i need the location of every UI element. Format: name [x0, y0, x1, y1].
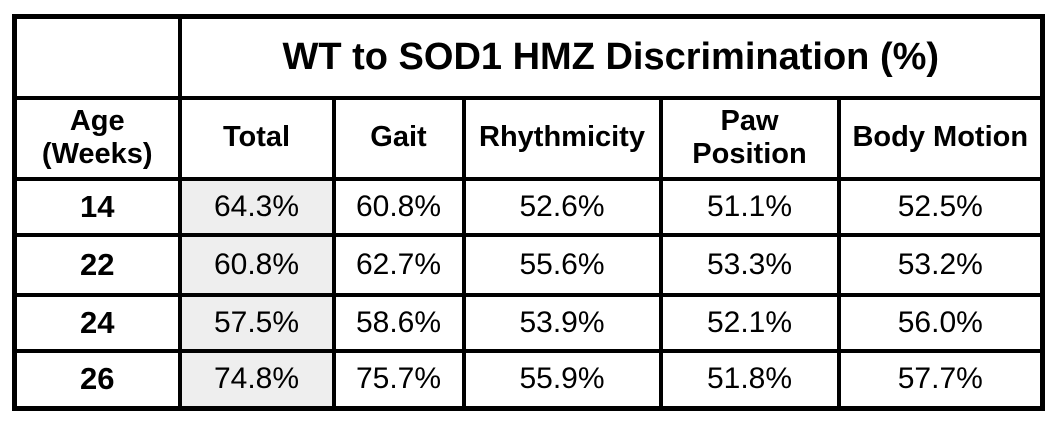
body-motion-value-cell: 57.7%	[836, 348, 1045, 411]
age-cell: 26	[12, 348, 182, 411]
col-header-age-weeks: Age (Weeks)	[12, 95, 182, 181]
age-cell: 24	[12, 292, 182, 353]
age-cell: 14	[12, 176, 182, 237]
total-value-cell: 60.8%	[177, 232, 336, 297]
paw-position-value-cell: 52.1%	[658, 292, 841, 353]
rhythmicity-value-cell: 55.9%	[461, 348, 663, 411]
paw-position-value-cell: 53.3%	[658, 232, 841, 297]
gait-value-cell: 62.7%	[331, 232, 466, 297]
table-row-age-24: 24 57.5% 58.6% 53.9% 52.1% 56.0%	[12, 292, 1045, 353]
rhythmicity-value-cell: 55.6%	[461, 232, 663, 297]
table-row-age-14: 14 64.3% 60.8% 52.6% 51.1% 52.5%	[12, 176, 1045, 237]
discrimination-table: WT to SOD1 HMZ Discrimination (%) Age (W…	[12, 14, 1046, 411]
col-header-rhythmicity: Rhythmicity	[461, 95, 663, 181]
col-header-body-motion: Body Motion	[836, 95, 1045, 181]
gait-value-cell: 60.8%	[331, 176, 466, 237]
gait-value-cell: 58.6%	[331, 292, 466, 353]
body-motion-value-cell: 53.2%	[836, 232, 1045, 297]
table-row-age-26: 26 74.8% 75.7% 55.9% 51.8% 57.7%	[12, 348, 1045, 411]
table-row-age-22: 22 60.8% 62.7% 55.6% 53.3% 53.2%	[12, 232, 1045, 297]
total-value-cell: 57.5%	[177, 292, 336, 353]
table-title: WT to SOD1 HMZ Discrimination (%)	[177, 14, 1045, 100]
rhythmicity-value-cell: 52.6%	[461, 176, 663, 237]
body-motion-value-cell: 56.0%	[836, 292, 1045, 353]
age-cell: 22	[12, 232, 182, 297]
title-row: WT to SOD1 HMZ Discrimination (%)	[12, 14, 1045, 100]
total-value-cell: 64.3%	[177, 176, 336, 237]
total-value-cell: 74.8%	[177, 348, 336, 411]
rhythmicity-value-cell: 53.9%	[461, 292, 663, 353]
col-header-paw-position: Paw Position	[658, 95, 841, 181]
col-header-gait: Gait	[331, 95, 466, 181]
paw-position-value-cell: 51.1%	[658, 176, 841, 237]
corner-empty-cell	[12, 14, 182, 100]
body-motion-value-cell: 52.5%	[836, 176, 1045, 237]
col-header-total: Total	[177, 95, 336, 181]
gait-value-cell: 75.7%	[331, 348, 466, 411]
paw-position-value-cell: 51.8%	[658, 348, 841, 411]
header-row: Age (Weeks) Total Gait Rhythmicity Paw P…	[12, 95, 1045, 181]
